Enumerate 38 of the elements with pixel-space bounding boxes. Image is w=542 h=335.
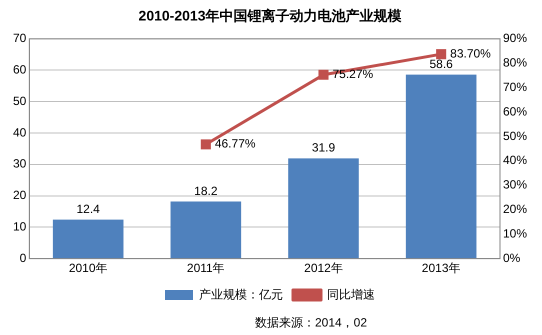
y-tick-label: 0 xyxy=(20,250,27,265)
y-tick-label: 10 xyxy=(12,220,27,234)
y-tick-label: 20 xyxy=(12,188,27,202)
y2-tick-label: 20% xyxy=(502,202,528,216)
y2-tick-label: 40% xyxy=(502,153,528,168)
y2-tick-label: 70% xyxy=(502,80,528,94)
legend-label: 产业规模：亿元 xyxy=(199,287,283,302)
data-label: 12.4 xyxy=(76,202,100,216)
bar xyxy=(288,158,359,258)
y-tick-label: 40 xyxy=(12,125,27,140)
data-label: 31.9 xyxy=(312,140,336,155)
x-tick-label: 2012年 xyxy=(304,261,343,276)
point xyxy=(200,139,211,150)
chart-title: 2010-2013年中国锂离子动力电池产业规模 xyxy=(138,7,402,24)
data-label: 18.2 xyxy=(194,184,218,198)
y-tick-label: 70 xyxy=(12,31,27,46)
data-label: 75.27% xyxy=(332,67,374,82)
y2-tick-label: 80% xyxy=(502,56,528,70)
point xyxy=(436,49,446,60)
y2-tick-label: 10% xyxy=(502,226,528,240)
y-tick-label: 50 xyxy=(12,94,27,108)
data-label: 46.77% xyxy=(214,136,256,151)
y-tick-label: 60 xyxy=(12,62,27,77)
y2-tick-label: 50% xyxy=(502,128,528,143)
y-tick-label: 30 xyxy=(12,156,27,171)
x-tick-label: 2010年 xyxy=(68,261,108,276)
y2-tick-label: 30% xyxy=(502,178,528,192)
x-tick-label: 2013年 xyxy=(422,261,461,276)
x-tick-label: 2011年 xyxy=(186,261,225,276)
point xyxy=(318,70,329,80)
y2-tick-label: 60% xyxy=(502,104,528,118)
bar xyxy=(170,201,242,258)
legend-label: 同比增速 xyxy=(327,287,375,302)
y2-tick-label: 0% xyxy=(502,250,521,265)
y2-tick-label: 90% xyxy=(502,31,528,46)
bar xyxy=(406,74,476,258)
source-note: 数据来源：2014，02 xyxy=(254,315,368,330)
bar xyxy=(52,220,124,258)
